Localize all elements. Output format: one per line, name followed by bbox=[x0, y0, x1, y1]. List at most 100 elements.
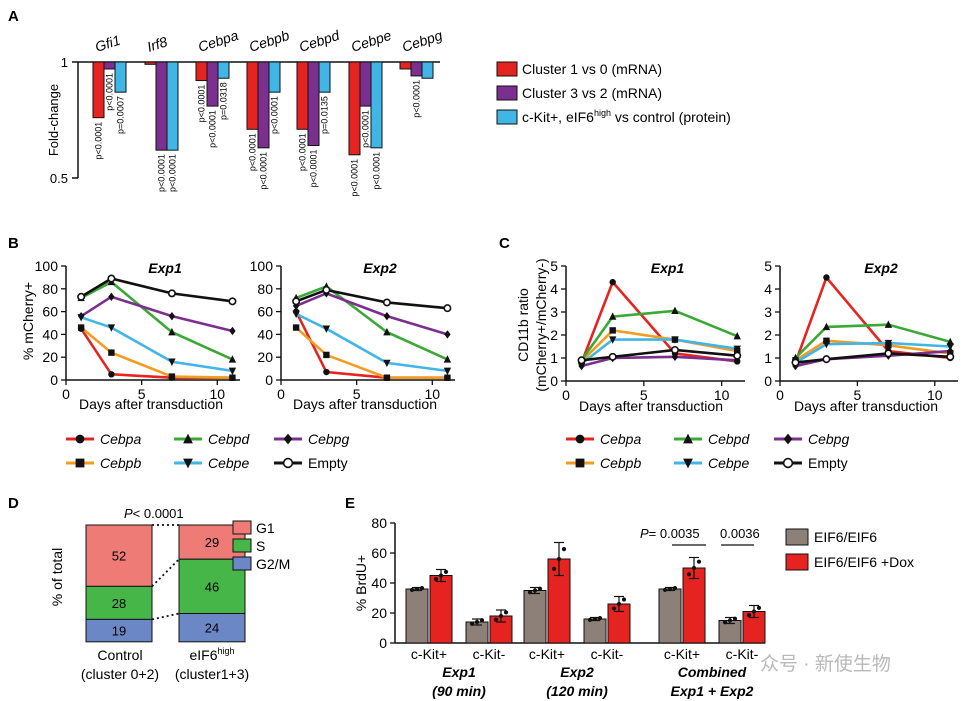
panel-label-c: C bbox=[499, 235, 510, 252]
point-cebpg-1 bbox=[108, 292, 115, 301]
point-cebpd-3 bbox=[733, 331, 741, 340]
replicate-point bbox=[727, 618, 733, 623]
point-empty-0 bbox=[577, 356, 586, 365]
replicate-point bbox=[438, 573, 444, 578]
stack-0-g1 bbox=[85, 524, 153, 587]
bar-cebpg-s1 bbox=[399, 61, 412, 70]
replicate-point bbox=[414, 586, 420, 592]
legend-label-cebpd: Cebpd bbox=[708, 431, 750, 447]
group-sublabel-2: Exp1 + Exp2 bbox=[671, 683, 754, 699]
point-empty-1 bbox=[107, 274, 116, 283]
bar-gfi1-s3 bbox=[114, 61, 127, 93]
x-tick-label: 0 bbox=[277, 386, 285, 402]
y-tick-label: 0 bbox=[764, 373, 772, 389]
x-tick-label: 0 bbox=[562, 387, 570, 403]
point-cebpb-1 bbox=[108, 349, 115, 356]
point-cebpe-3 bbox=[443, 367, 452, 376]
x-tick-label: c-Kit- bbox=[726, 646, 759, 662]
point-cebpe-1 bbox=[107, 324, 116, 332]
point-cebpe-1 bbox=[822, 341, 831, 349]
legend-label-g2m: G2/M bbox=[256, 556, 290, 572]
bar-g2-kitpos-dox bbox=[682, 567, 706, 644]
legend-label-empty: Empty bbox=[808, 455, 848, 471]
legend-marker-cebpb bbox=[575, 458, 585, 468]
x-tick-label: 5 bbox=[138, 386, 146, 402]
series-line-cebpe bbox=[794, 341, 951, 364]
point-cebpa-1 bbox=[609, 278, 616, 286]
y-tick-label: 60 bbox=[257, 304, 273, 320]
y-tick-label: 5 bbox=[764, 258, 772, 274]
point-cebpe-3 bbox=[228, 367, 237, 376]
replicate-point bbox=[561, 547, 567, 552]
pvalue-gfi1-s3: p=0.0007 bbox=[116, 96, 126, 134]
legend-swatch-g2m bbox=[232, 556, 252, 571]
y-tick-label: 0 bbox=[50, 372, 58, 388]
legend-swatch-protein bbox=[496, 109, 518, 125]
legend-label-cebpg: Cebpg bbox=[308, 431, 349, 447]
panel-c-legend: Cebpa Cebpd Cebpg Cebpb Cebpe Empty bbox=[566, 431, 849, 471]
legend-label-cebpe: Cebpe bbox=[208, 455, 249, 471]
panel-c-xlabel-1: Days after transduction bbox=[579, 398, 723, 414]
replicate-point bbox=[696, 559, 702, 564]
replicate-point bbox=[751, 609, 757, 614]
stack-label-0-1: 28 bbox=[112, 596, 126, 611]
legend-label-cebpb: Cebpb bbox=[600, 455, 641, 471]
panel-d-bars: 52 28 19 29 46 24 bbox=[85, 524, 246, 643]
point-empty-1 bbox=[822, 355, 831, 364]
group-label-2: Combined bbox=[678, 664, 747, 680]
bar-cebpb-s2 bbox=[257, 61, 270, 149]
point-cebpb-3 bbox=[444, 374, 451, 381]
pvalue-cebpa-s1: p<0.0001 bbox=[197, 85, 207, 123]
bar-g2-kitpos-ctrl bbox=[658, 588, 682, 644]
replicate-point bbox=[474, 619, 480, 625]
pvalue-cebpb-s3: p<0.0001 bbox=[270, 96, 280, 134]
legend-label-empty: Empty bbox=[308, 455, 348, 471]
gene-label-irf8: Irf8 bbox=[145, 33, 169, 55]
gene-label-cebpg: Cebpg bbox=[400, 27, 444, 55]
c-plot-exp2: 0 1 2 3 4 5 0 5 10 Exp2 bbox=[764, 258, 958, 403]
x-tick-label: 10 bbox=[425, 386, 441, 402]
point-cebpd-3 bbox=[443, 355, 452, 363]
series-line-empty bbox=[80, 277, 233, 303]
series-line-empty bbox=[581, 348, 738, 362]
stack-0-s bbox=[85, 585, 153, 620]
bar-cebpb-s1 bbox=[246, 61, 259, 130]
panel-d-pvalue: P< 0.0001 bbox=[124, 506, 184, 521]
point-cebpe-0 bbox=[292, 310, 300, 319]
point-cebpe-2 bbox=[383, 359, 391, 368]
series-line-cebpe bbox=[580, 338, 738, 365]
bar-cebpg-s3 bbox=[421, 61, 434, 79]
bar-cebpa-s3 bbox=[217, 61, 230, 79]
stack-label-0-2: 19 bbox=[112, 624, 126, 639]
x-tick-label: 10 bbox=[210, 386, 226, 402]
panel-e: % BrdU+ 0 20 40 60 80 c-Kit+ c-Kit- Exp1 (90 min… bbox=[353, 515, 914, 699]
legend-label-cebpd: Cebpd bbox=[208, 431, 250, 447]
legend-swatch-s bbox=[232, 538, 252, 553]
point-empty-3 bbox=[946, 352, 955, 361]
replicate-point bbox=[493, 617, 499, 622]
bar-gfi1-s1 bbox=[92, 61, 105, 119]
panel-a: Fold-change 1 0.5 Gfi1p<0.0001p<0.0001p=… bbox=[46, 27, 731, 197]
panel-b-plots: 0 20 40 60 80 100 0 5 10 Exp1 0 20 40 60 80 100 0 5 10 Exp2 bbox=[35, 258, 455, 402]
x-tick-label: c-Kit+ bbox=[411, 646, 447, 662]
bar-cebpe-s2 bbox=[359, 61, 372, 107]
bar-irf8-s3 bbox=[166, 61, 179, 151]
pvalue-cebpa-s2: p<0.0001 bbox=[208, 110, 218, 148]
replicate-point bbox=[433, 577, 439, 582]
legend-marker-empty bbox=[782, 457, 794, 469]
y-tick-label: 3 bbox=[550, 304, 558, 320]
x-tick-label: 5 bbox=[353, 386, 361, 402]
x-tick-label: 10 bbox=[927, 387, 943, 403]
legend-label-cebpa: Cebpa bbox=[600, 431, 641, 447]
legend-label-s: S bbox=[256, 538, 265, 554]
point-empty-2 bbox=[382, 298, 391, 307]
replicate-point bbox=[587, 617, 593, 623]
panel-d: % of total P< 0.0001 52 28 19 29 46 24 Contro… bbox=[49, 506, 290, 682]
series-line-cebpe bbox=[295, 312, 448, 373]
point-cebpe-2 bbox=[884, 339, 893, 348]
replicate-point bbox=[686, 572, 692, 577]
point-cebpg-2 bbox=[168, 311, 176, 321]
series-line-cebpg bbox=[295, 291, 448, 336]
panel-c-plots: 0 1 2 3 4 5 0 5 10 Exp1 0 1 2 3 4 5 0 5 10 Exp2 bbox=[550, 258, 958, 403]
